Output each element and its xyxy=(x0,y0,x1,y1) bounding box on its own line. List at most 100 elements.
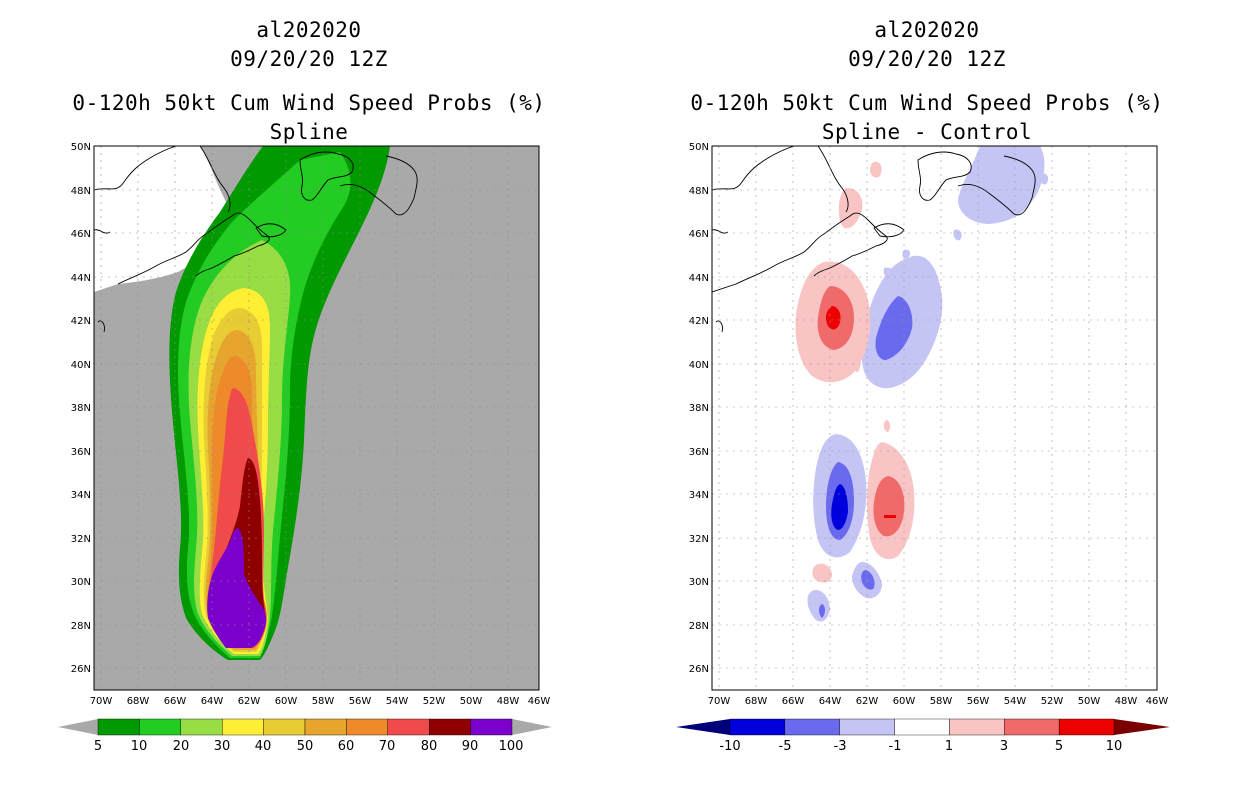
lon-label: 66W xyxy=(164,696,187,707)
lat-label: 26N xyxy=(689,664,709,675)
colorbar-swatch xyxy=(839,718,895,736)
lon-label: 68W xyxy=(745,696,768,707)
colorbar-swatch xyxy=(97,718,140,736)
colorbar-label: 1 xyxy=(945,739,953,754)
colorbar-label: 80 xyxy=(421,739,438,754)
lon-labels: 70W 68W 66W 64W 62W 60W 58W 56W 54W 52W … xyxy=(90,696,551,707)
colorbar-swatch xyxy=(429,718,471,736)
panel-spline: al202020 09/20/20 12Z 0-120h 50kt Cum Wi… xyxy=(58,18,552,754)
lon-label: 48W xyxy=(497,696,520,707)
colorbar-label: 5 xyxy=(94,739,102,754)
lat-label: 26N xyxy=(71,664,91,675)
lat-label: 50N xyxy=(689,142,709,153)
colorbar-label: 60 xyxy=(338,739,355,754)
lat-label: 34N xyxy=(689,490,709,501)
colorbar-label: 20 xyxy=(173,739,190,754)
subtitle: Spline xyxy=(269,120,349,144)
lat-label: 36N xyxy=(71,447,91,458)
lat-label: 46N xyxy=(71,229,91,240)
lon-label: 58W xyxy=(312,696,335,707)
colorbar-label: 3 xyxy=(1000,739,1008,754)
colorbar-label: 90 xyxy=(462,739,479,754)
storm-id-title: al202020 xyxy=(256,18,362,42)
lat-label: 50N xyxy=(71,142,91,153)
colorbar-labels: -10 -5 -3 -1 1 3 5 10 xyxy=(719,739,1122,754)
product-title: 0-120h 50kt Cum Wind Speed Probs (%) xyxy=(72,91,546,115)
colorbar-swatch xyxy=(221,718,264,736)
subtitle: Spline - Control xyxy=(821,120,1033,144)
colorbar-swatch xyxy=(180,718,223,736)
colorbar: -10 -5 -3 -1 1 3 5 10 xyxy=(676,718,1170,754)
lon-label: 66W xyxy=(782,696,805,707)
map-spline: 50N 48N 46N 44N 42N 40N 38N 36N 34N 32N … xyxy=(58,142,552,754)
lat-label: 42N xyxy=(689,316,709,327)
colorbar-high-arrow xyxy=(1114,719,1170,735)
lat-label: 28N xyxy=(689,621,709,632)
panel-spline-minus-control: al202020 09/20/20 12Z 0-120h 50kt Cum Wi… xyxy=(618,0,1236,800)
lon-label: 50W xyxy=(1078,696,1101,707)
lat-label: 40N xyxy=(689,360,709,371)
lat-labels: 50N 48N 46N 44N 42N 40N 38N 36N 34N 32N … xyxy=(71,142,91,675)
storm-id-title: al202020 xyxy=(874,18,980,42)
coastlines xyxy=(712,146,1036,333)
colorbar-swatch xyxy=(470,718,513,736)
datetime-title: 09/20/20 12Z xyxy=(230,47,388,71)
lon-label: 54W xyxy=(386,696,409,707)
colorbar-swatch xyxy=(949,718,1005,736)
lon-label: 60W xyxy=(275,696,298,707)
colorbar-low-arrow xyxy=(58,719,98,735)
lon-label: 46W xyxy=(1146,696,1169,707)
colorbar-label: 100 xyxy=(499,739,524,754)
lon-label: 56W xyxy=(349,696,372,707)
colorbar-label: 30 xyxy=(214,739,231,754)
lat-labels: 50N 48N 46N 44N 42N 40N 38N 36N 34N 32N … xyxy=(689,142,709,675)
diff-band-minus5 xyxy=(831,484,848,530)
lon-label: 64W xyxy=(201,696,224,707)
lat-label: 32N xyxy=(689,534,709,545)
colorbar-label: 70 xyxy=(379,739,396,754)
lat-label: 46N xyxy=(689,229,709,240)
colorbar-label: -5 xyxy=(779,739,792,754)
colorbar-swatch xyxy=(304,718,347,736)
lon-label: 50W xyxy=(460,696,483,707)
lat-label: 48N xyxy=(689,186,709,197)
colorbar-low-arrow xyxy=(676,719,730,735)
colorbar-swatch xyxy=(263,718,306,736)
lon-label: 70W xyxy=(90,696,113,707)
colorbar-label: 40 xyxy=(255,739,272,754)
lat-label: 28N xyxy=(71,621,91,632)
lat-label: 44N xyxy=(689,273,709,284)
colorbar-swatch xyxy=(729,718,786,736)
product-title: 0-120h 50kt Cum Wind Speed Probs (%) xyxy=(690,91,1164,115)
colorbar-swatches xyxy=(729,718,1115,736)
lat-label: 30N xyxy=(71,577,91,588)
map-frame xyxy=(93,145,540,691)
lat-label: 30N xyxy=(689,577,709,588)
lon-label: 52W xyxy=(1041,696,1064,707)
lon-label: 58W xyxy=(930,696,953,707)
lat-label: 38N xyxy=(689,403,709,414)
lon-label: 46W xyxy=(528,696,551,707)
lon-label: 62W xyxy=(238,696,261,707)
colorbar-swatches xyxy=(97,718,513,736)
colorbar-swatch xyxy=(894,718,950,736)
lon-label: 52W xyxy=(423,696,446,707)
lon-label: 70W xyxy=(708,696,731,707)
colorbar-label: -3 xyxy=(834,739,847,754)
lat-label: 48N xyxy=(71,186,91,197)
lat-label: 36N xyxy=(689,447,709,458)
lon-labels: 70W 68W 66W 64W 62W 60W 58W 56W 54W 52W … xyxy=(708,696,1169,707)
lon-label: 68W xyxy=(127,696,150,707)
lat-label: 32N xyxy=(71,534,91,545)
colorbar-labels: 5 10 20 30 40 50 60 70 80 90 100 xyxy=(94,739,524,754)
colorbar-label: -1 xyxy=(889,739,902,754)
colorbar-label: 5 xyxy=(1055,739,1063,754)
lon-label: 62W xyxy=(856,696,879,707)
lat-label: 34N xyxy=(71,490,91,501)
coastlines xyxy=(94,146,418,333)
lon-label: 54W xyxy=(1004,696,1027,707)
lon-label: 60W xyxy=(893,696,916,707)
colorbar-label: 10 xyxy=(1106,739,1123,754)
lon-label: 48W xyxy=(1115,696,1138,707)
map-background xyxy=(712,146,1157,690)
